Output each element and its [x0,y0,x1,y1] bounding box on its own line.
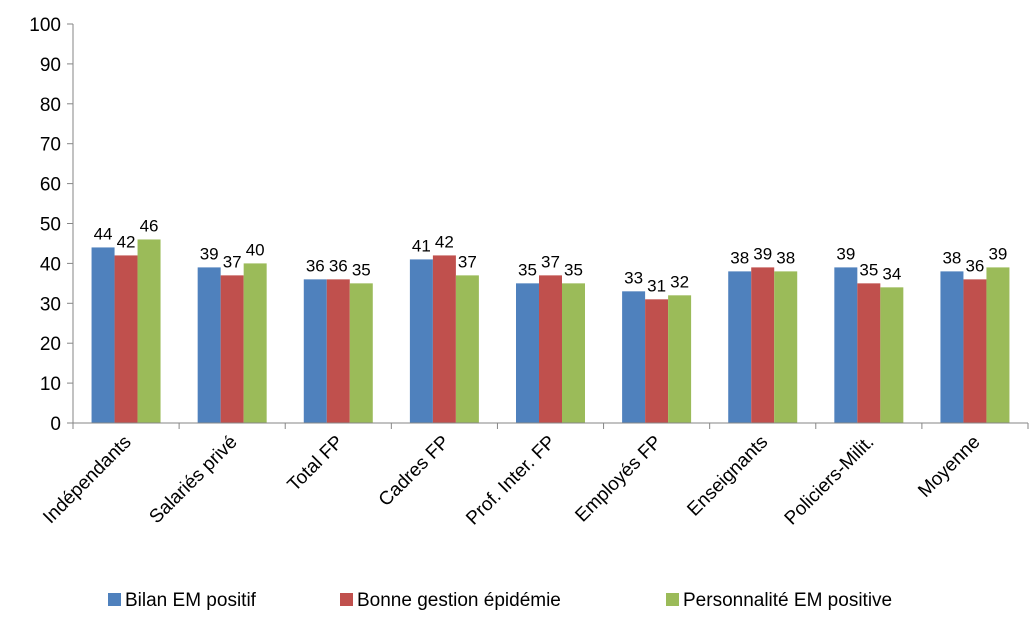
data-label: 32 [670,272,689,291]
bar [303,279,327,423]
data-label: 39 [200,244,219,263]
x-category-label: Enseignants [683,432,772,521]
bar [645,299,669,423]
data-label: 35 [352,260,371,279]
bar [326,279,350,423]
data-label: 36 [965,256,984,275]
bar [197,267,221,423]
y-tick-label: 20 [40,334,61,355]
data-label: 36 [306,256,325,275]
bar [857,283,881,423]
data-label: 44 [94,224,113,243]
data-label: 31 [647,276,666,295]
bar-series [91,239,1010,423]
bar [455,275,479,423]
x-category-label: Moyenne [914,432,984,502]
bar [243,263,267,423]
data-label: 33 [624,268,643,287]
axes [72,24,1029,429]
y-tick-label: 50 [40,215,61,236]
bar [834,267,858,423]
y-axis-ticks: 0 10 20 30 40 50 60 70 80 90 100 [29,15,73,435]
bar [516,283,539,423]
bar [668,295,692,423]
bar [751,267,775,423]
data-label: 40 [246,240,265,259]
bar [986,267,1010,423]
data-label: 38 [730,248,749,267]
legend-swatch [666,593,679,606]
bar [728,271,752,423]
legend-label: Bonne gestion épidémie [357,590,561,611]
data-label: 42 [117,232,136,251]
data-label: 35 [859,260,878,279]
bar [349,283,373,423]
y-tick-label: 70 [40,135,61,156]
x-category-label: Cadres FP [375,432,454,511]
bar [409,259,433,423]
data-label: 38 [776,248,795,267]
y-tick-label: 40 [40,254,61,275]
bar [432,255,456,423]
data-label: 46 [140,216,159,235]
y-tick-label: 80 [40,95,61,116]
y-tick-label: 0 [50,414,61,435]
data-label: 34 [882,264,901,283]
data-label: 39 [836,244,855,263]
bar [963,279,987,423]
legend-label: Bilan EM positif [125,590,257,611]
y-tick-label: 30 [40,294,61,315]
bar [774,271,798,423]
bar [114,255,138,423]
data-label: 35 [564,260,583,279]
y-tick-label: 90 [40,55,61,76]
data-label: 38 [942,248,961,267]
bar [539,275,562,423]
data-label: 39 [753,244,772,263]
bar [91,247,115,423]
legend: Bilan EM positif Bonne gestion épidémie Pe… [108,590,892,611]
bar [137,239,161,423]
bar [940,271,964,423]
data-label: 41 [412,236,431,255]
x-category-label: Indépendants [39,432,135,528]
y-tick-label: 100 [29,15,61,36]
bar [880,287,904,423]
bar [622,291,646,423]
x-category-label: Prof. Inter. FP [462,432,560,530]
bar [220,275,244,423]
data-label: 35 [518,260,537,279]
x-axis-category-labels: Indépendants Salariés privé Total FP Cadres… [39,432,984,530]
legend-swatch [340,593,353,606]
x-category-label: Policiers-Milit. [781,432,879,530]
data-label: 42 [435,232,454,251]
y-tick-label: 10 [40,374,61,395]
data-label: 36 [329,256,348,275]
data-label: 37 [223,252,242,271]
data-label: 39 [988,244,1007,263]
x-category-label: Employés FP [571,432,666,527]
data-label: 37 [458,252,477,271]
y-tick-label: 60 [40,175,61,196]
legend-label: Personnalité EM positive [683,590,892,611]
x-category-label: Total FP [284,432,348,496]
x-category-label: Salariés privé [145,432,241,528]
legend-swatch [108,593,121,606]
bar [562,283,585,423]
data-label: 37 [541,252,560,271]
